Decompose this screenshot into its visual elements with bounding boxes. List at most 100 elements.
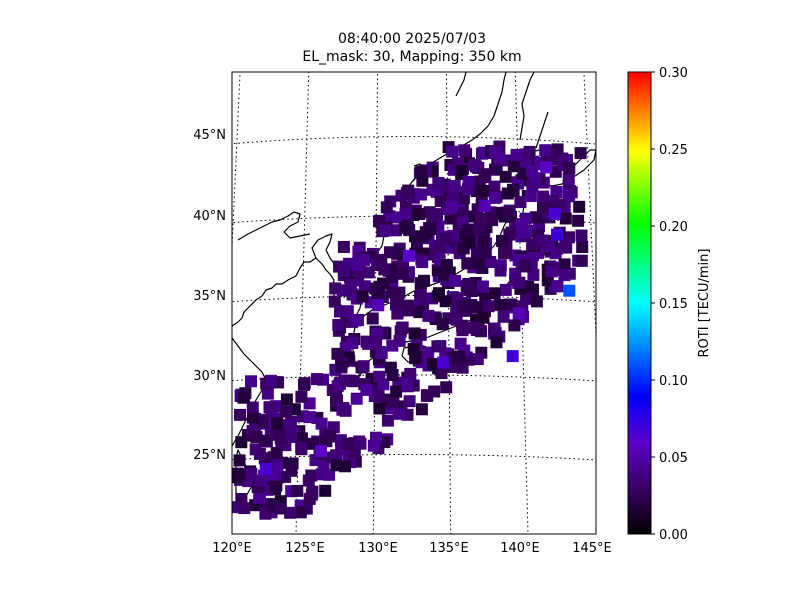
roti-point: [489, 327, 502, 340]
roti-point: [285, 464, 298, 477]
roti-point: [403, 249, 416, 262]
latitude-tick-labels: 25°N 30°N 35°N 40°N 45°N: [193, 128, 226, 463]
roti-point: [233, 468, 246, 481]
coastline-china: [237, 211, 311, 241]
roti-point: [393, 334, 406, 347]
roti-point: [489, 163, 501, 176]
roti-point: [440, 259, 453, 271]
meridian-line: [295, 72, 310, 534]
roti-point: [449, 274, 462, 287]
roti-point: [422, 346, 435, 359]
meridian-line: [583, 72, 596, 346]
roti-point: [545, 265, 558, 278]
roti-point: [445, 201, 458, 213]
roti-point: [370, 335, 383, 348]
roti-point: [526, 238, 539, 251]
roti-point: [360, 383, 373, 396]
roti-point: [384, 361, 397, 374]
roti-point: [362, 266, 375, 279]
roti-point: [269, 469, 282, 482]
roti-point: [558, 258, 571, 271]
roti-point: [375, 347, 388, 359]
roti-point: [532, 211, 545, 224]
roti-point: [232, 501, 244, 514]
colorbar-tick-label: 0.20: [659, 220, 688, 235]
roti-point: [357, 360, 370, 373]
roti-point: [461, 257, 474, 270]
roti-point: [413, 306, 426, 319]
roti-point: [331, 394, 344, 407]
roti-point: [513, 307, 525, 320]
roti-point: [339, 460, 351, 473]
roti-point: [378, 263, 391, 276]
roti-point: [530, 295, 543, 308]
roti-point: [335, 360, 348, 373]
roti-point: [319, 484, 332, 497]
roti-point: [468, 158, 481, 171]
roti-point: [404, 367, 417, 380]
roti-point: [415, 165, 428, 178]
colorbar-tick-label: 0.15: [659, 297, 688, 312]
roti-point: [237, 391, 250, 404]
roti-point: [506, 350, 519, 363]
roti-point: [467, 321, 480, 334]
roti-point: [350, 392, 363, 405]
roti-point: [563, 162, 576, 175]
roti-point: [431, 208, 443, 221]
roti-point: [234, 408, 246, 421]
lat-tick-label: 45°N: [193, 128, 226, 143]
roti-point: [374, 253, 387, 266]
roti-point: [280, 405, 293, 418]
roti-point: [450, 313, 463, 326]
roti-point: [238, 502, 251, 515]
roti-point: [574, 147, 587, 160]
roti-point: [235, 493, 248, 505]
roti-point: [271, 417, 283, 430]
roti-point: [457, 192, 470, 205]
roti-point: [323, 468, 336, 481]
coastline-sakhalin: [519, 72, 535, 141]
roti-point: [496, 234, 508, 247]
lon-tick-label: 125°E: [285, 541, 325, 556]
roti-point: [458, 300, 471, 313]
roti-point: [432, 176, 445, 189]
roti-point: [490, 336, 503, 349]
roti-point: [253, 447, 266, 460]
roti-point: [477, 185, 490, 197]
roti-point: [349, 314, 362, 327]
roti-point: [337, 265, 350, 278]
roti-point: [575, 254, 588, 267]
roti-point: [381, 414, 394, 427]
map-area: [232, 72, 596, 534]
roti-point: [440, 381, 453, 394]
colorbar-ticks: 0.00 0.05 0.10 0.15 0.20 0.25 0.30: [651, 66, 688, 543]
roti-point: [372, 390, 385, 403]
roti-point: [479, 247, 492, 259]
roti-point: [514, 196, 527, 209]
roti-point: [526, 180, 539, 193]
roti-point: [395, 322, 408, 335]
roti-point: [477, 236, 490, 249]
roti-point: [519, 259, 532, 272]
roti-point: [501, 187, 514, 200]
lon-tick-label: 135°E: [429, 541, 469, 556]
roti-point: [399, 207, 412, 220]
roti-point: [558, 269, 571, 282]
roti-point: [358, 280, 371, 293]
roti-point: [331, 347, 344, 360]
colorbar-gradient: [627, 71, 652, 535]
roti-point: [433, 287, 445, 300]
roti-point: [353, 435, 366, 448]
roti-point: [380, 201, 393, 214]
roti-point: [414, 188, 427, 201]
roti-point: [563, 284, 576, 297]
roti-point: [261, 387, 274, 400]
roti-point: [384, 246, 396, 259]
roti-point: [418, 274, 430, 287]
roti-point: [332, 319, 345, 331]
roti-point: [393, 286, 406, 299]
lon-tick-label: 140°E: [500, 541, 540, 556]
roti-point: [250, 431, 263, 443]
roti-point: [456, 324, 469, 337]
